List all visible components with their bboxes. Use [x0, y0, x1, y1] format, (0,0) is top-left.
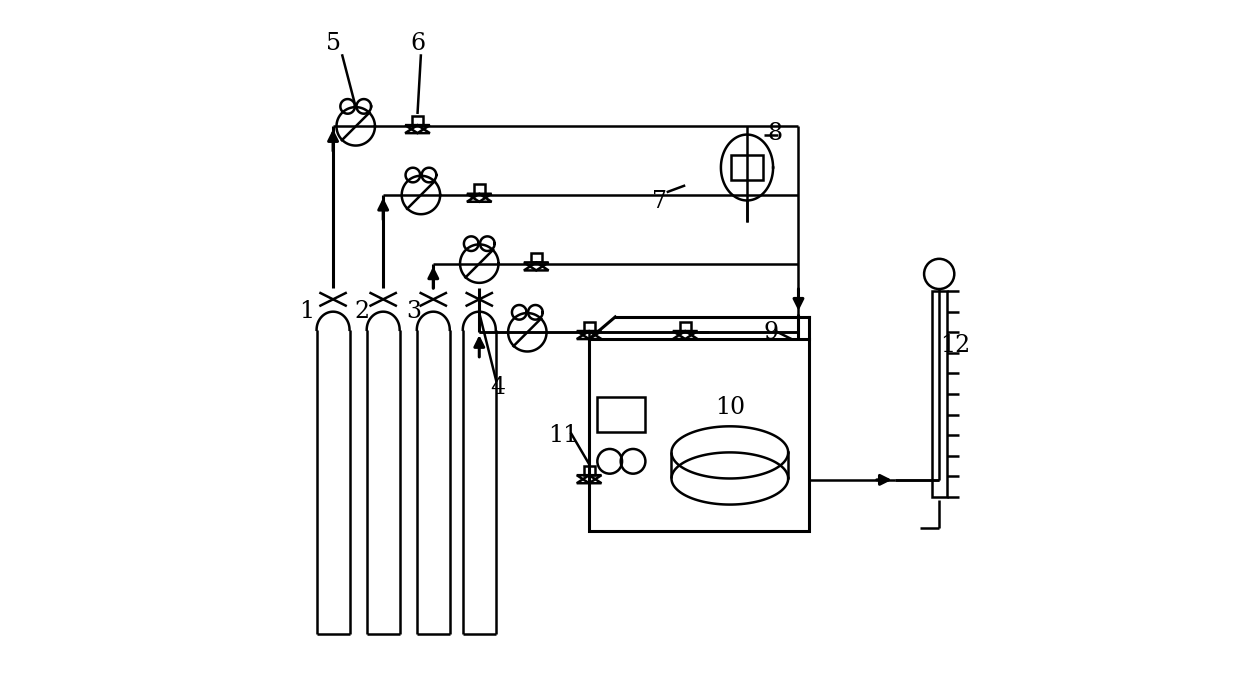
Text: 9: 9 [764, 321, 779, 344]
Bar [680, 322, 691, 331]
Bar [598, 397, 645, 432]
Text: 4: 4 [490, 376, 506, 399]
Text: 10: 10 [714, 397, 745, 419]
Text: 12: 12 [940, 334, 970, 358]
Text: 5: 5 [326, 33, 341, 55]
Text: 3: 3 [407, 300, 422, 323]
Text: 6: 6 [410, 33, 425, 55]
Text: 2: 2 [355, 300, 370, 323]
Bar [584, 322, 595, 331]
Bar [589, 339, 808, 531]
Text: 1: 1 [299, 300, 315, 323]
Bar [531, 253, 542, 262]
Bar [412, 116, 423, 125]
Bar [474, 184, 485, 194]
Text: 11: 11 [548, 424, 579, 447]
Bar [931, 291, 947, 497]
Bar [584, 466, 595, 475]
Bar [730, 156, 763, 180]
Text: 7: 7 [652, 190, 667, 213]
Text: 8: 8 [766, 122, 782, 145]
